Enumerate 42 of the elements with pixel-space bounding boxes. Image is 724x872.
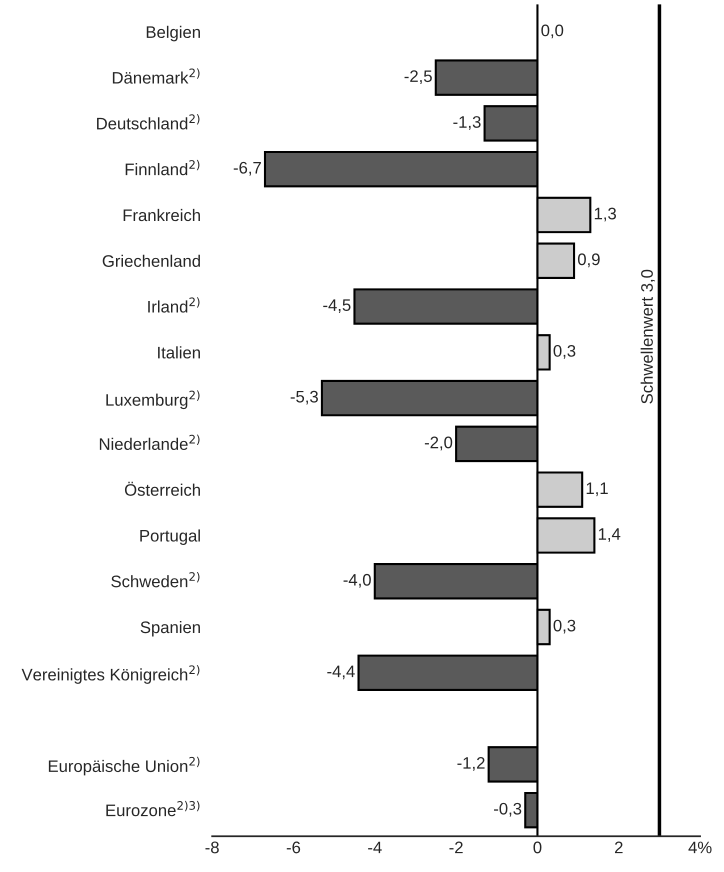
y-tick-label: Dänemark$^{2)}$ bbox=[112, 68, 200, 84]
data-label: -4,5 bbox=[323, 299, 351, 313]
data-label: -5,3 bbox=[290, 390, 318, 405]
data-label: -1,2 bbox=[457, 757, 485, 771]
data-label: -0,3 bbox=[494, 802, 522, 817]
data-label: 0,9 bbox=[578, 253, 600, 268]
ref-line-label: Schwellenwert 3,0 bbox=[640, 270, 655, 404]
y-tick-label: Irland$^{2)}$ bbox=[148, 297, 200, 313]
data-label: -6,7 bbox=[234, 162, 261, 176]
y-tick-label: Europäische Union$^{2)}$ bbox=[48, 756, 200, 776]
data-label: -1,3 bbox=[453, 116, 481, 130]
x-tick-label: -2 bbox=[449, 842, 463, 854]
data-label: 1,4 bbox=[598, 528, 620, 542]
y-tick-label: Portugal bbox=[140, 529, 200, 545]
data-label: 0,0 bbox=[541, 24, 564, 38]
y-tick-label: Finnland$^{2)}$ bbox=[126, 160, 200, 176]
x-tick-label: 2 bbox=[614, 842, 623, 854]
y-tick-label: Vereinigtes Königreich$^{2)}$ bbox=[22, 665, 200, 684]
data-label: -4,4 bbox=[327, 666, 355, 680]
data-label: 1,1 bbox=[586, 482, 608, 496]
y-tick-label: Schweden$^{2)}$ bbox=[111, 572, 200, 588]
y-tick-label: Niederlande$^{2)}$ bbox=[100, 434, 200, 450]
y-tick-label: Belgien bbox=[146, 26, 200, 42]
data-label: 0,3 bbox=[554, 344, 576, 359]
y-tick-label: Italien bbox=[158, 346, 200, 359]
data-label: -2,5 bbox=[404, 70, 432, 84]
y-tick-label: Eurozone$^{2)3)}$ bbox=[106, 800, 200, 816]
y-tick-label: Spanien bbox=[140, 620, 200, 637]
data-label: 1,3 bbox=[594, 208, 616, 222]
y-tick-label: Griechenland bbox=[102, 254, 200, 267]
x-tick-label: 4% bbox=[688, 842, 712, 854]
y-tick-label: Frankreich bbox=[124, 208, 200, 222]
data-label: -4,0 bbox=[344, 574, 371, 588]
data-label: 0,3 bbox=[554, 620, 576, 634]
y-tick-label: Luxemburg$^{2)}$ bbox=[106, 390, 200, 410]
x-tick-label: -8 bbox=[205, 842, 219, 854]
x-tick-label: -4 bbox=[368, 842, 382, 854]
y-tick-label: Deutschland$^{2)}$ bbox=[97, 114, 200, 130]
data-label: -2,0 bbox=[424, 436, 452, 450]
x-tick-label: 0 bbox=[533, 842, 542, 854]
y-tick-label: Österreich bbox=[124, 482, 200, 496]
x-tick-label: -6 bbox=[286, 842, 300, 854]
